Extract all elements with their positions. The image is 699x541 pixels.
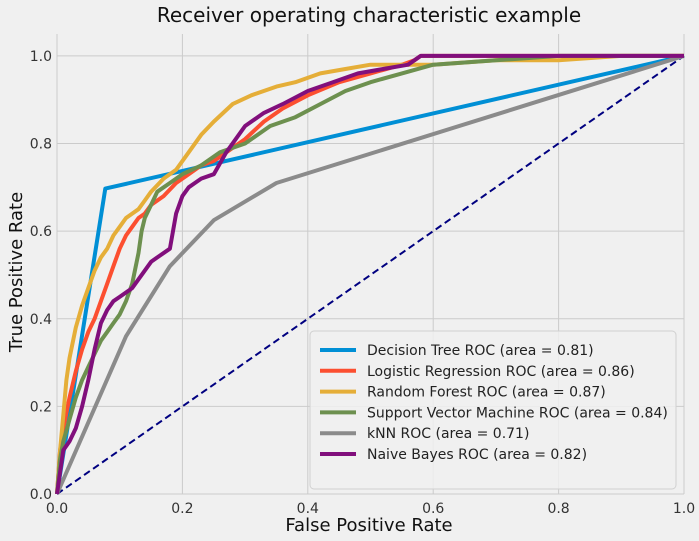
y-tick-label: 0.8 [30, 137, 52, 153]
x-tick-label: 0.8 [547, 501, 569, 517]
y-tick-label: 1.0 [30, 49, 52, 65]
legend: Decision Tree ROC (area = 0.81) Logistic … [310, 331, 676, 489]
y-tick-label: 0.4 [30, 312, 52, 328]
legend-label-4: kNN ROC (area = 0.71) [367, 426, 529, 442]
legend-label-0: Decision Tree ROC (area = 0.81) [367, 343, 594, 359]
y-tick-label: 0.6 [30, 224, 52, 240]
x-tick-label: 0.2 [171, 501, 193, 517]
legend-label-2: Random Forest ROC (area = 0.87) [367, 385, 606, 401]
legend-label-1: Logistic Regression ROC (area = 0.86) [367, 364, 635, 380]
y-axis-label: True Positive Rate [6, 192, 27, 353]
y-tick-label: 0.0 [30, 487, 52, 503]
x-tick-label: 0.0 [46, 501, 68, 517]
legend-label-5: Naive Bayes ROC (area = 0.82) [367, 447, 587, 463]
chart-title: Receiver operating characteristic exampl… [157, 3, 581, 27]
x-axis-label: False Positive Rate [285, 515, 452, 536]
x-tick-label: 1.0 [673, 501, 695, 517]
legend-label-3: Support Vector Machine ROC (area = 0.84) [367, 405, 668, 421]
y-tick-label: 0.2 [30, 399, 52, 415]
